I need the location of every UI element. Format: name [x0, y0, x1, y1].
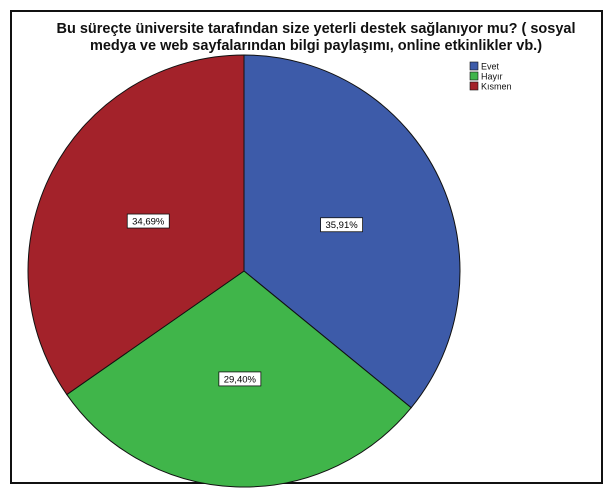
- legend-item-hayır: Hayır: [469, 71, 503, 82]
- legend-label-hayır: Hayır: [481, 72, 503, 82]
- chart-title-line-2: medya ve web sayfalarından bilgi paylaşı…: [90, 38, 542, 54]
- legend-item-evet: Evet: [469, 61, 500, 72]
- pie-data-labels: 35,91% 29,40% 34,69%: [126, 213, 363, 387]
- data-label-hayır: 29,40%: [218, 371, 262, 387]
- legend-swatch-evet: [469, 61, 479, 71]
- legend-label-kısmen: Kısmen: [481, 82, 512, 92]
- data-label-kısmen: 34,69%: [126, 213, 170, 229]
- legend-swatch-hayır: [469, 71, 479, 81]
- legend-item-kısmen: Kısmen: [469, 81, 512, 92]
- svg-text:35,91%: 35,91%: [325, 220, 358, 231]
- svg-text:29,40%: 29,40%: [224, 374, 257, 385]
- data-label-evet: 35,91%: [320, 217, 363, 233]
- pie-slices: [27, 54, 461, 488]
- legend-swatch-kısmen: [469, 81, 479, 91]
- legend-label-evet: Evet: [481, 62, 500, 72]
- chart-title-line-1: Bu süreçte üniversite tarafından size ye…: [57, 21, 576, 37]
- svg-text:34,69%: 34,69%: [132, 217, 165, 228]
- chart-title: Bu süreçte üniversite tarafından size ye…: [57, 21, 576, 54]
